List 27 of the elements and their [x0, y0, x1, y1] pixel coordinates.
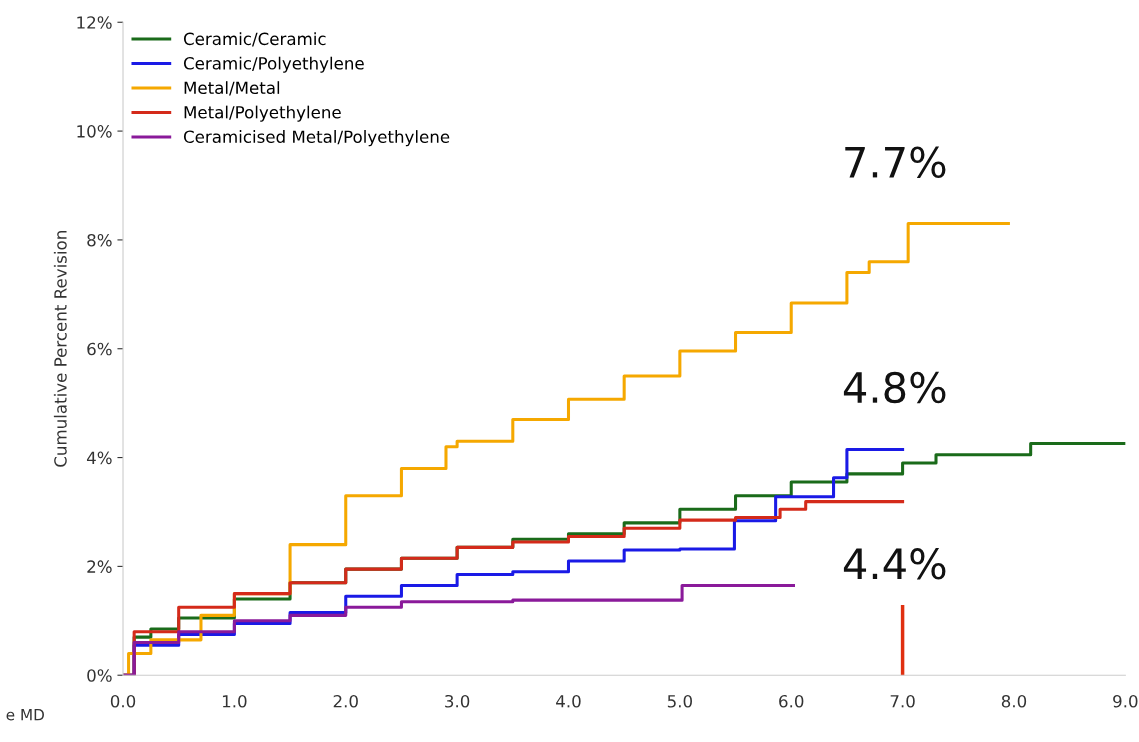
x-tick-label: 4.0	[556, 694, 581, 708]
y-tick-label: 10%	[77, 125, 112, 138]
annotation: 7.7%	[845, 146, 946, 178]
y-tick-label: 4%	[86, 451, 112, 465]
x-tick-label: 1.0	[222, 694, 247, 708]
y-tick-label: 0%	[87, 669, 112, 682]
y-tick-label: 2%	[87, 560, 112, 573]
x-tick-label: 6.0	[779, 694, 804, 708]
x-tick-label: 3.0	[445, 694, 470, 708]
x-tick-label: 8.0	[1001, 694, 1027, 708]
y-tick-label: 12%	[77, 16, 112, 29]
legend-label: Metal/Polyethylene	[184, 105, 341, 122]
y-axis-title: Cumulative Percent Revision	[53, 231, 67, 467]
x-axis-title: e MD	[6, 709, 44, 721]
x-tick-label: 5.0	[667, 694, 692, 708]
annotation: 4.8%	[843, 371, 946, 404]
x-tick-label: 0.0	[110, 694, 136, 708]
legend-label: Ceramic/Polyethylene	[183, 56, 364, 73]
y-tick-label: 8%	[87, 233, 112, 247]
annotation: 4.4%	[843, 548, 946, 580]
legend-label: Ceramic/Ceramic	[183, 32, 326, 47]
x-tick-label: 2.0	[333, 694, 358, 708]
legend-label: Metal/Metal	[184, 81, 280, 96]
x-tick-label: 9.0	[1113, 694, 1138, 708]
legend-label: Ceramicised Metal/Polyethylene	[183, 130, 450, 147]
x-tick-label: 7.0	[890, 694, 915, 708]
y-tick-label: 6%	[87, 342, 112, 356]
